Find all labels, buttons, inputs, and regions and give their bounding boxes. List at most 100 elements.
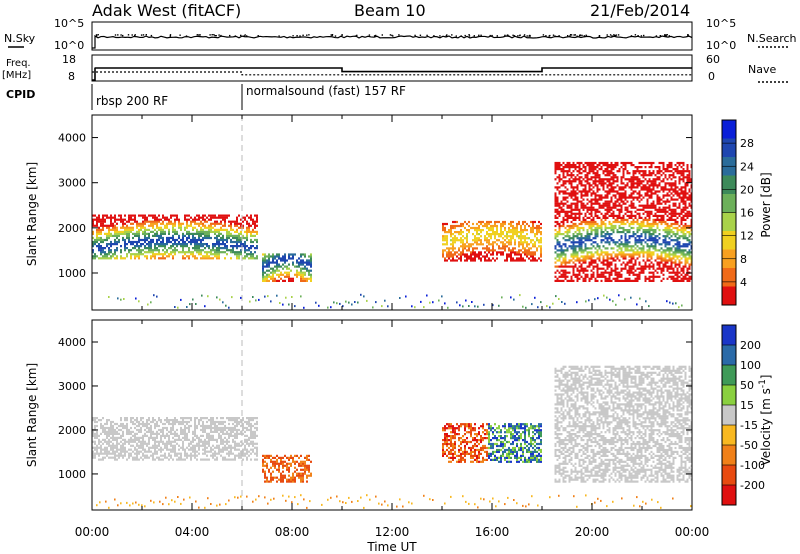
- scatter-cell: [216, 255, 218, 258]
- scatter-cell: [574, 231, 577, 234]
- scatter-cell: [672, 172, 675, 175]
- scatter-cell: [224, 257, 226, 260]
- scatter-cell: [636, 257, 639, 260]
- scatter-cell: [504, 235, 506, 238]
- scatter-cell: [162, 249, 164, 252]
- scatter-cell: [102, 424, 104, 428]
- scatter-cell: [592, 253, 595, 256]
- scatter-cell: [650, 210, 653, 213]
- scatter-cell: [578, 172, 581, 175]
- scatter-cell: [152, 419, 154, 422]
- scatter-cell: [558, 164, 561, 167]
- scatter-cell: [518, 259, 520, 262]
- ground-scatter-cell: [228, 306, 230, 309]
- scatter-cell: [104, 257, 106, 260]
- scatter-cell: [108, 216, 110, 219]
- scatter-cell: [204, 220, 206, 223]
- scatter-cell: [164, 253, 166, 256]
- scatter-cell: [682, 224, 685, 228]
- scatter-cell: [608, 275, 611, 278]
- scatter-cell: [508, 249, 510, 252]
- scatter-cell: [136, 438, 138, 441]
- scatter-cell: [626, 220, 629, 224]
- scatter-cell: [678, 263, 681, 266]
- scatter-cell: [586, 206, 589, 209]
- scatter-cell: [108, 230, 110, 233]
- scatter-cell: [192, 226, 194, 229]
- scatter-cell: [264, 259, 266, 262]
- scatter-cell: [272, 253, 274, 256]
- scatter-cell: [306, 279, 308, 282]
- scatter-cell: [686, 251, 689, 254]
- scatter-cell: [572, 216, 575, 219]
- scatter-cell: [618, 204, 621, 207]
- scatter-cell: [206, 243, 208, 246]
- scatter-cell: [252, 228, 254, 231]
- scatter-cell: [146, 454, 148, 457]
- scatter-cell: [182, 234, 184, 237]
- scatter-cell: [130, 214, 132, 217]
- scatter-cell: [576, 233, 579, 236]
- scatter-cell: [592, 229, 595, 232]
- scatter-cell: [682, 214, 685, 217]
- scatter-cell: [558, 255, 561, 258]
- scatter-cell: [302, 259, 304, 262]
- scatter-cell: [604, 271, 607, 274]
- scatter-cell: [98, 245, 100, 248]
- scatter-cell: [96, 432, 98, 435]
- scatter-cell: [164, 257, 166, 260]
- scatter-cell: [630, 226, 633, 230]
- scatter-cell: [654, 247, 657, 250]
- scatter-cell: [622, 216, 625, 219]
- scatter-cell: [120, 436, 122, 439]
- scatter-cell: [264, 277, 266, 280]
- scatter-cell: [600, 161, 603, 165]
- scatter-cell: [474, 241, 476, 244]
- scatter-cell: [588, 247, 591, 250]
- scatter-cell: [124, 226, 126, 229]
- scatter-cell: [676, 279, 679, 282]
- scatter-cell: [218, 232, 220, 235]
- scatter-cell: [310, 275, 312, 278]
- scatter-cell: [576, 245, 579, 248]
- scatter-cell: [472, 243, 474, 246]
- scatter-cell: [94, 454, 96, 457]
- scatter-cell: [624, 161, 627, 165]
- scatter-cell: [674, 243, 677, 246]
- scatter-cell: [584, 190, 587, 193]
- scatter-cell: [670, 186, 673, 189]
- scatter-cell: [670, 222, 673, 226]
- scatter-cell: [230, 240, 232, 244]
- scatter-cell: [134, 456, 136, 459]
- scatter-cell: [640, 235, 643, 238]
- scatter-cell: [616, 164, 619, 167]
- scatter-cell: [604, 247, 607, 250]
- scatter-cell: [130, 444, 132, 447]
- scatter-cell: [480, 243, 482, 246]
- scatter-cell: [600, 184, 603, 187]
- scatter-cell: [608, 235, 611, 238]
- scatter-cell: [558, 161, 561, 165]
- scatter-cell: [572, 161, 575, 165]
- scatter-cell: [236, 216, 238, 219]
- scatter-cell: [114, 218, 116, 221]
- scatter-cell: [578, 229, 581, 232]
- scatter-cell: [120, 419, 122, 422]
- scatter-cell: [658, 220, 661, 224]
- scatter-cell: [658, 196, 661, 199]
- scatter-cell: [264, 255, 266, 258]
- scatter-cell: [646, 174, 649, 177]
- scatter-cell: [630, 279, 633, 282]
- scatter-cell: [100, 245, 102, 248]
- scatter-cell: [446, 247, 448, 250]
- scatter-cell: [178, 226, 180, 229]
- ground-scatter-cell: [606, 296, 608, 299]
- scatter-cell: [526, 222, 528, 226]
- scatter-cell: [106, 224, 108, 227]
- scatter-cell: [674, 208, 677, 211]
- ground-scatter-cell: [282, 303, 284, 306]
- scatter-cell: [248, 224, 250, 227]
- scatter-cell: [668, 204, 671, 207]
- scatter-cell: [624, 198, 627, 201]
- scatter-cell: [274, 261, 276, 264]
